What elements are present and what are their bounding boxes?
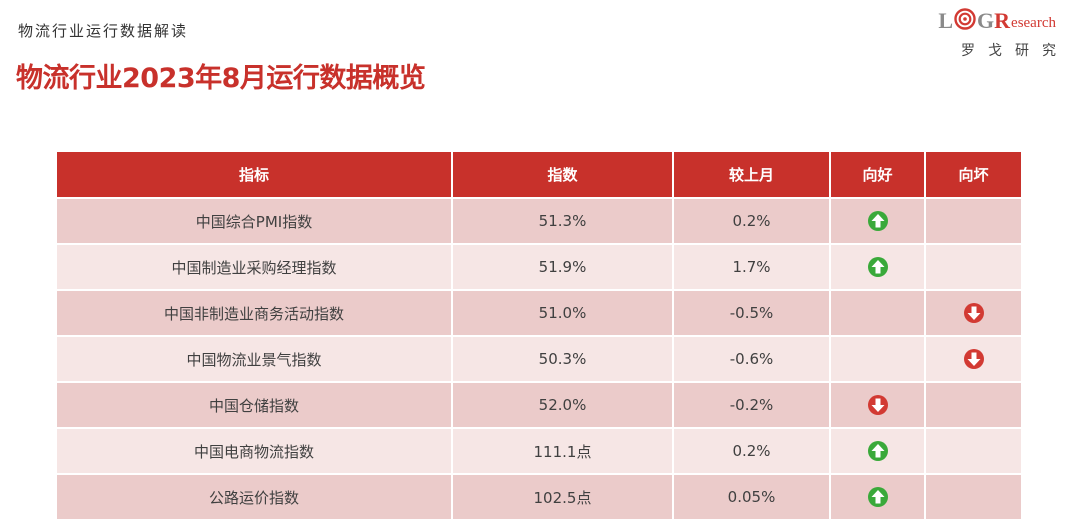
column-header-improving: 向好 bbox=[830, 152, 926, 198]
table-row: 中国制造业采购经理指数 51.9% 1.7% bbox=[57, 243, 1021, 290]
logo-letter-g: G bbox=[977, 8, 995, 33]
indicator-name-cell: 中国物流业景气指数 bbox=[57, 335, 453, 382]
mom-change-cell: -0.5% bbox=[673, 289, 831, 336]
page-title: 物流行业2023年8月运行数据概览 bbox=[16, 63, 426, 94]
table-body: 中国综合PMI指数 51.3% 0.2% 中国制造业采购经理指数 51.9% 1.7% 中国… bbox=[57, 197, 1021, 519]
worsening-cell bbox=[925, 427, 1021, 474]
improving-cell bbox=[830, 243, 926, 290]
improving-cell bbox=[830, 473, 926, 519]
table-row: 中国物流业景气指数 50.3% -0.6% bbox=[57, 335, 1021, 382]
index-value-cell: 102.5点 bbox=[452, 473, 674, 519]
up-arrow-icon bbox=[867, 441, 889, 461]
index-value-cell: 52.0% bbox=[452, 381, 674, 428]
worsening-cell bbox=[925, 243, 1021, 290]
down-arrow-icon bbox=[963, 303, 985, 323]
table-row: 中国非制造业商务活动指数 51.0% -0.5% bbox=[57, 289, 1021, 336]
column-header-worsening: 向坏 bbox=[925, 152, 1021, 198]
indicator-name-cell: 中国综合PMI指数 bbox=[57, 197, 453, 244]
mom-change-cell: -0.2% bbox=[673, 381, 831, 428]
improving-cell bbox=[830, 427, 926, 474]
index-value-cell: 51.3% bbox=[452, 197, 674, 244]
logo-letter-r: R bbox=[994, 8, 1011, 33]
worsening-cell bbox=[925, 335, 1021, 382]
up-arrow-icon bbox=[867, 257, 889, 277]
table-header-row: 指标 指数 较上月 向好 向坏 bbox=[57, 152, 1021, 198]
index-value-cell: 50.3% bbox=[452, 335, 674, 382]
worsening-cell bbox=[925, 381, 1021, 428]
table-row: 中国仓储指数 52.0% -0.2% bbox=[57, 381, 1021, 428]
logo-letter-l: L bbox=[938, 8, 954, 33]
mom-change-cell: 0.2% bbox=[673, 427, 831, 474]
target-icon bbox=[954, 8, 976, 34]
mom-change-cell: 0.05% bbox=[673, 473, 831, 519]
logo-research-text: esearch bbox=[1011, 15, 1056, 31]
indicator-name-cell: 中国制造业采购经理指数 bbox=[57, 243, 453, 290]
improving-cell bbox=[830, 197, 926, 244]
column-header-indicator: 指标 bbox=[57, 152, 453, 198]
index-value-cell: 51.0% bbox=[452, 289, 674, 336]
indicator-name-cell: 公路运价指数 bbox=[57, 473, 453, 519]
mom-change-cell: 0.2% bbox=[673, 197, 831, 244]
indicator-table: 指标 指数 较上月 向好 向坏 中国综合PMI指数 51.3% 0.2% 中国制造业采… bbox=[57, 152, 1021, 519]
table-row: 中国电商物流指数 111.1点 0.2% bbox=[57, 427, 1021, 474]
index-value-cell: 111.1点 bbox=[452, 427, 674, 474]
table-row: 中国综合PMI指数 51.3% 0.2% bbox=[57, 197, 1021, 244]
mom-change-cell: 1.7% bbox=[673, 243, 831, 290]
worsening-cell bbox=[925, 473, 1021, 519]
mom-change-cell: -0.6% bbox=[673, 335, 831, 382]
improving-cell bbox=[830, 381, 926, 428]
up-arrow-icon bbox=[867, 211, 889, 231]
logo-chinese-name: 罗戈研究 bbox=[961, 43, 1069, 59]
table-row: 公路运价指数 102.5点 0.05% bbox=[57, 473, 1021, 519]
down-arrow-icon bbox=[867, 395, 889, 415]
logo: L G R esearch 罗戈研究 bbox=[916, 6, 1056, 62]
column-header-mom-change: 较上月 bbox=[673, 152, 831, 198]
indicator-name-cell: 中国仓储指数 bbox=[57, 381, 453, 428]
index-value-cell: 51.9% bbox=[452, 243, 674, 290]
worsening-cell bbox=[925, 197, 1021, 244]
improving-cell bbox=[830, 335, 926, 382]
improving-cell bbox=[830, 289, 926, 336]
worsening-cell bbox=[925, 289, 1021, 336]
page-subtitle: 物流行业运行数据解读 bbox=[18, 22, 189, 40]
column-header-index: 指数 bbox=[452, 152, 674, 198]
down-arrow-icon bbox=[963, 349, 985, 369]
logo-mark: L G R esearch bbox=[938, 8, 1056, 34]
up-arrow-icon bbox=[867, 487, 889, 507]
indicator-name-cell: 中国电商物流指数 bbox=[57, 427, 453, 474]
indicator-name-cell: 中国非制造业商务活动指数 bbox=[57, 289, 453, 336]
